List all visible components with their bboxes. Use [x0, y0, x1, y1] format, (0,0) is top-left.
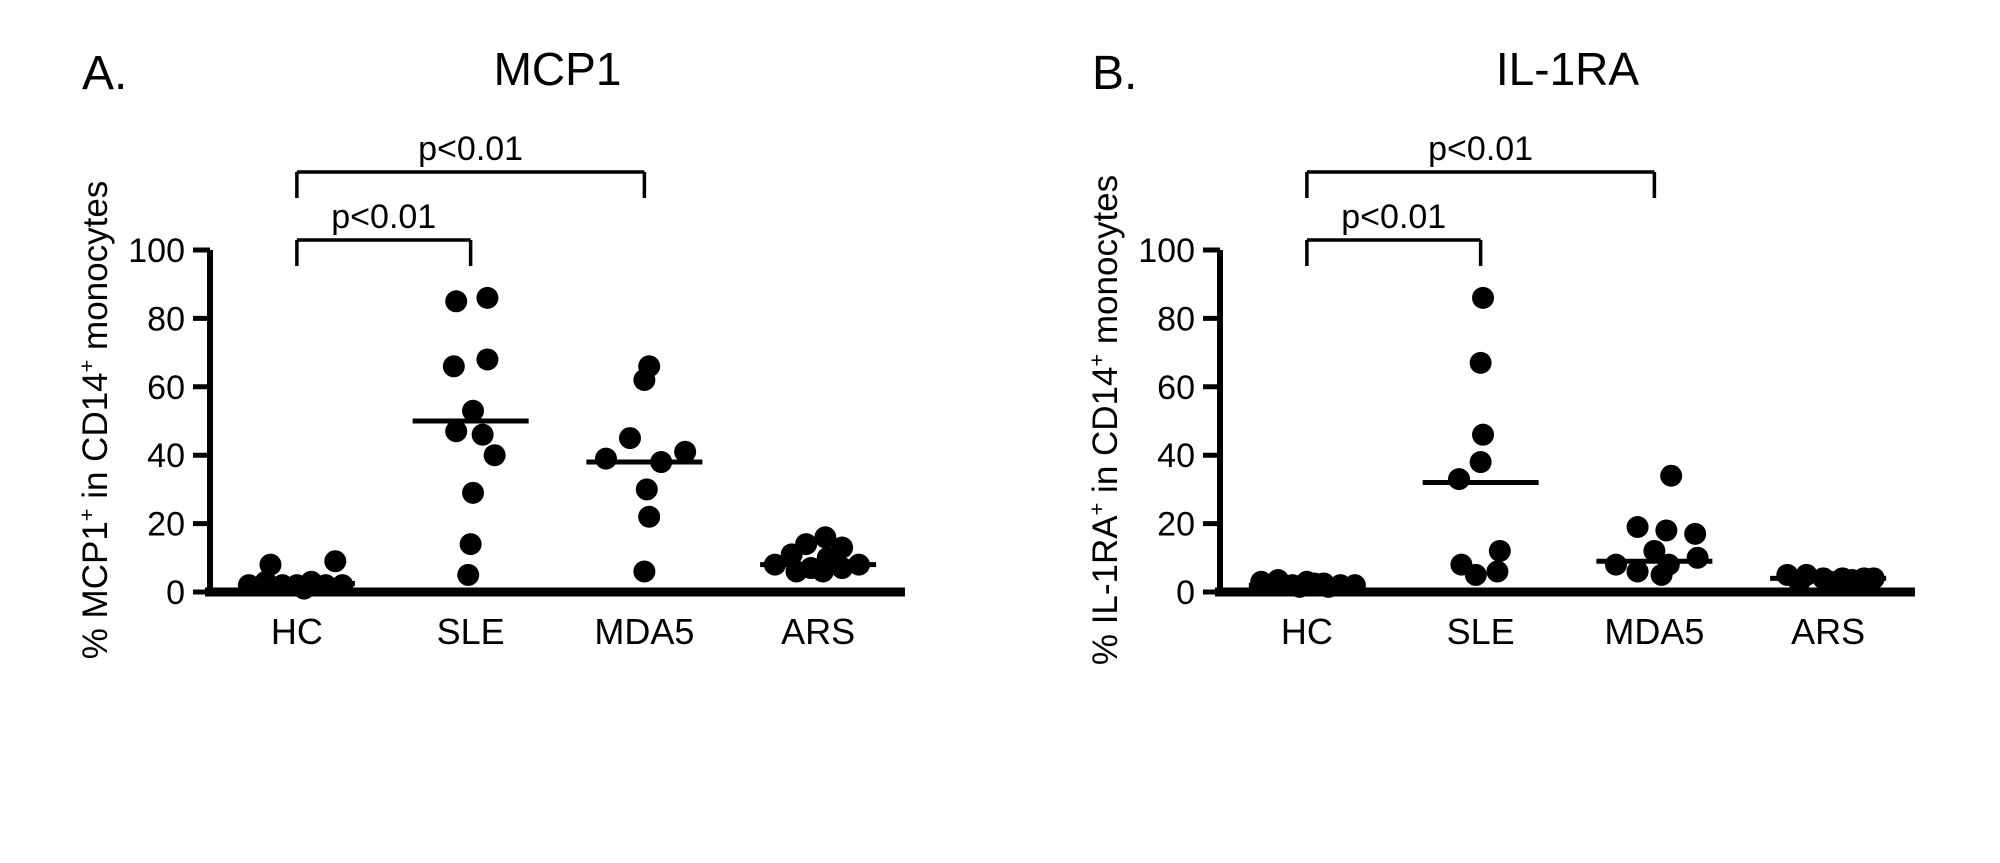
category-label: HC — [271, 611, 323, 652]
data-point — [442, 355, 465, 378]
data-point — [618, 427, 641, 450]
significance-label: p<0.01 — [331, 198, 436, 236]
y-tick-label: 40 — [1157, 437, 1195, 475]
data-point — [459, 533, 482, 556]
y-tick-label: 60 — [147, 369, 185, 407]
data-point — [1464, 563, 1487, 586]
panel-b-title: IL-1RA — [1495, 43, 1640, 95]
data-point — [483, 444, 506, 467]
category-label: SLE — [437, 611, 505, 652]
panel-a-plot: p<0.01 p<0.01 0 20 40 60 80 100 HC SLE MDA5 ARS — [128, 130, 905, 652]
category-label: SLE — [1447, 611, 1515, 652]
category-label: MDA5 — [594, 611, 694, 652]
data-point — [1684, 522, 1707, 545]
data-point — [324, 550, 347, 573]
panel-b-letter: B. — [1092, 47, 1138, 100]
data-point — [1643, 539, 1666, 562]
y-tick-label: 80 — [1157, 300, 1195, 338]
significance-bracket: p<0.01 — [1305, 198, 1483, 266]
data-point — [1604, 553, 1627, 576]
data-point — [814, 526, 837, 549]
category-label: ARS — [781, 611, 855, 652]
y-tick-label: 0 — [166, 574, 185, 612]
data-point — [1469, 351, 1492, 374]
data-point — [674, 440, 697, 463]
data-point — [1650, 563, 1673, 586]
data-point — [831, 557, 854, 580]
data-point — [1788, 570, 1811, 593]
y-tick-label: 0 — [1176, 574, 1195, 612]
data-point — [633, 368, 656, 391]
data-point — [780, 543, 803, 566]
significance-bracket: p<0.01 — [295, 130, 647, 198]
panel-a: A. MCP1 % MCP1+ in CD14+ monocytes p<0.0… — [74, 43, 905, 659]
data-point — [633, 560, 656, 583]
data-point — [457, 563, 480, 586]
y-tick-label: 80 — [147, 300, 185, 338]
data-point — [293, 577, 316, 600]
data-point — [462, 399, 485, 422]
data-point — [1488, 539, 1511, 562]
data-point — [1486, 560, 1509, 583]
data-point — [1655, 519, 1678, 542]
category-label: ARS — [1791, 611, 1865, 652]
data-point — [1626, 560, 1649, 583]
data-point — [445, 420, 468, 443]
data-point — [1448, 468, 1471, 491]
data-point — [476, 348, 499, 371]
data-point — [471, 423, 494, 446]
data-point — [1660, 464, 1683, 487]
data-point — [1819, 570, 1842, 593]
category-label: HC — [1281, 611, 1333, 652]
data-point — [1626, 516, 1649, 539]
y-tick-label: 20 — [147, 506, 185, 544]
data-point — [1469, 451, 1492, 474]
data-point — [1472, 286, 1495, 309]
y-tick-label: 100 — [1138, 232, 1195, 270]
category-label: MDA5 — [1604, 611, 1704, 652]
data-point — [476, 286, 499, 309]
panel-b: B. IL-1RA % IL-1RA+ in CD14+ monocytes p… — [1010, 0, 2000, 863]
panel-a-title: MCP1 — [493, 43, 622, 95]
data-point — [594, 447, 617, 470]
data-point — [1686, 546, 1709, 569]
y-tick-label: 60 — [1157, 369, 1195, 407]
data-point — [445, 290, 468, 313]
significance-label: p<0.01 — [1428, 130, 1533, 168]
data-point — [635, 478, 658, 501]
data-point — [638, 505, 661, 528]
significance-bracket: p<0.01 — [1305, 130, 1657, 198]
significance-bracket: p<0.01 — [295, 198, 473, 266]
significance-label: p<0.01 — [418, 130, 523, 168]
significance-label: p<0.01 — [1341, 198, 1446, 236]
data-point — [462, 481, 485, 504]
y-tick-label: 40 — [147, 437, 185, 475]
panel-b-plot: p<0.01 p<0.01 0 20 40 60 80 100 HC SLE MDA5 ARS — [1138, 130, 1915, 652]
y-tick-label: 100 — [128, 232, 185, 270]
data-point — [1472, 423, 1495, 446]
data-point — [259, 553, 282, 576]
y-tick-label: 20 — [1157, 506, 1195, 544]
panel-a-letter: A. — [82, 47, 128, 100]
